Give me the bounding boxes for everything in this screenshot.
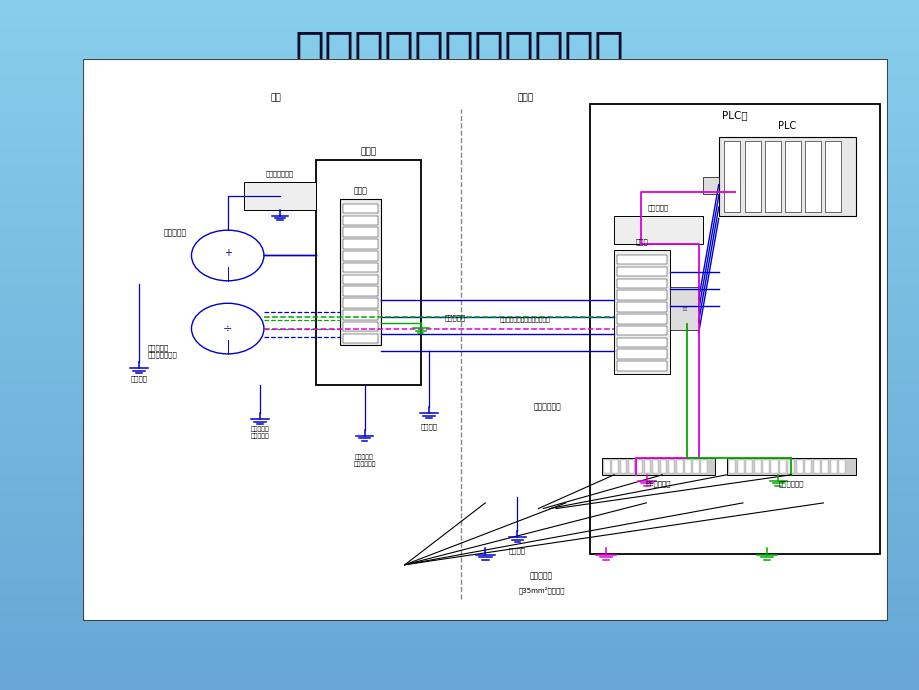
Bar [660,460,665,473]
Text: 压力变送器: 压力变送器 [164,228,187,237]
Bar [702,177,718,194]
Bar [754,460,760,473]
Bar [612,460,618,473]
Bar [343,263,378,273]
Bar [830,460,835,473]
Text: （35mm²铜导线）: （35mm²铜导线） [517,586,564,594]
Bar [684,460,690,473]
Bar [822,460,827,473]
Bar [745,460,752,473]
Bar [737,460,743,473]
Bar [617,302,666,312]
Bar [343,204,378,213]
Text: 铠装层接地: 铠装层接地 [445,314,466,321]
Text: 仪表自控防雷接地示意图: 仪表自控防雷接地示意图 [295,28,624,76]
Bar [628,460,633,473]
Text: 端子排: 端子排 [635,238,648,245]
Bar [343,298,378,308]
Bar [619,460,626,473]
Bar [343,228,378,237]
Bar [692,460,698,473]
Bar [316,160,421,385]
Text: PLC柜: PLC柜 [721,110,747,120]
Bar [804,141,820,212]
Bar [804,460,811,473]
Bar [652,460,658,473]
Text: 屏蔽层悬空
电缆管接地: 屏蔽层悬空 电缆管接地 [250,426,269,439]
Bar [343,334,378,343]
Bar [343,310,378,319]
Bar [700,460,706,473]
Bar [812,460,819,473]
Text: 外壳接地: 外壳接地 [420,424,437,431]
Bar [343,322,378,331]
Bar [614,250,670,373]
Text: 接至接地铜排: 接至接地铜排 [533,403,561,412]
Text: PE接地铜排: PE接地铜排 [645,480,670,486]
Circle shape [191,230,264,281]
Bar [617,267,666,276]
Text: 屏蔽接地铜排: 屏蔽接地铜排 [777,480,803,486]
Bar [604,460,609,473]
Text: 外壳接地: 外壳接地 [130,376,147,382]
Bar [617,290,666,300]
Bar [589,104,879,553]
Text: ≡: ≡ [681,306,686,313]
Bar [764,141,780,212]
Bar [617,337,666,347]
Bar [771,460,777,473]
Bar [824,141,840,212]
Bar [838,460,845,473]
Bar [726,458,855,475]
Text: 防浪箱: 防浪箱 [360,147,376,156]
Bar [718,137,855,216]
Text: 屏蔽层连通
（不做接地）: 屏蔽层连通 （不做接地） [353,455,375,466]
Text: 防浪涌模块: 防浪涌模块 [647,204,668,211]
Bar [617,314,666,324]
Text: 现场: 现场 [270,94,281,103]
Bar [784,141,800,212]
Text: 端子排: 端子排 [353,186,367,195]
Bar [343,251,378,261]
Text: PLC: PLC [777,121,796,131]
Bar [617,279,666,288]
Bar [617,361,666,371]
Text: +: + [223,248,232,257]
Bar [743,141,760,212]
Bar [796,460,802,473]
Bar [617,255,666,264]
Bar [343,215,378,225]
Bar [762,460,768,473]
Text: 外置防浪涌模块: 外置防浪涌模块 [266,170,294,177]
Text: ÷: ÷ [222,324,233,333]
Bar [788,460,794,473]
Bar [779,460,785,473]
Bar [343,275,378,284]
Bar [614,216,702,244]
Text: 接至接地网: 接至接地网 [529,571,552,580]
Text: 控制室: 控制室 [516,94,533,103]
Bar [670,287,698,331]
Bar [340,199,380,346]
Bar [617,349,666,359]
Bar [729,460,734,473]
Bar [617,326,666,335]
Text: 流量变送器
（内置防浪涌）: 流量变送器 （内置防浪涌） [147,344,176,358]
Bar [244,182,316,210]
Bar [636,460,641,473]
Bar [676,460,682,473]
Bar [343,239,378,248]
Bar [723,141,740,212]
Bar [343,286,378,296]
Bar [644,460,650,473]
Circle shape [191,304,264,354]
Text: 外壳接地: 外壳接地 [508,547,526,554]
Bar [601,458,714,475]
Bar [668,460,674,473]
Text: （采局部架时，桥架两端接地）: （采局部架时，桥架两端接地） [500,317,550,323]
